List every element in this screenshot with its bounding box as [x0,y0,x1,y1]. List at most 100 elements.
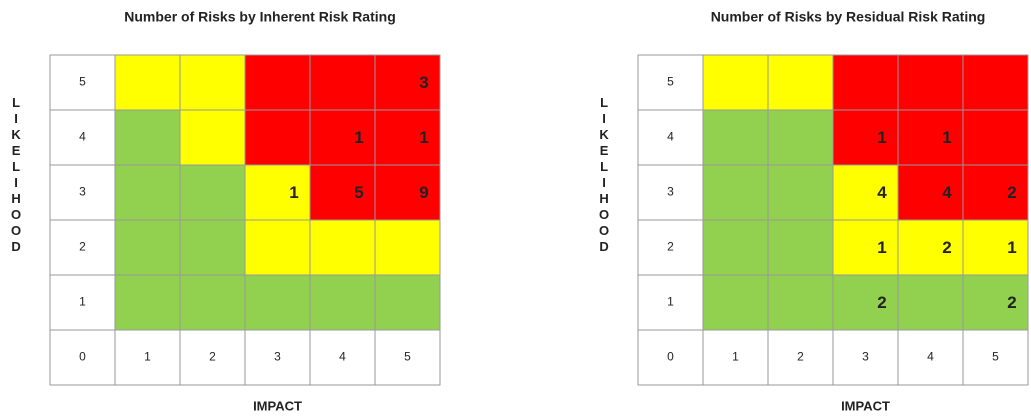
cell [767,109,834,166]
col-label-cell [114,329,181,386]
cell [374,219,441,276]
cell-value: 9 [419,183,428,202]
x-tick-label: 5 [992,350,999,364]
cell [832,54,899,111]
cell [832,164,899,221]
cell [179,54,246,111]
cell [832,219,899,276]
y-axis-label: LIKELIHOOD [9,95,24,255]
col-label-cell [767,329,834,386]
cell [374,109,441,166]
col-label-cell [309,329,376,386]
cell-value: 1 [877,238,886,257]
col-label-cell [702,329,769,386]
y-tick-label: 5 [667,75,674,89]
cell [962,274,1029,331]
x-tick-label: 3 [274,350,281,364]
cell-value: 4 [877,183,887,202]
cell-value: 4 [942,183,952,202]
cell [832,109,899,166]
cell [767,274,834,331]
x-axis-label: IMPACT [253,398,302,413]
cell [767,164,834,221]
row-label-cell [49,109,116,166]
row-label-cell [49,164,116,221]
cell [309,164,376,221]
cell [114,274,181,331]
x-tick-label: 4 [927,350,934,364]
cell [962,109,1029,166]
cell [702,54,769,111]
x-tick-label: 0 [79,350,86,364]
cell [309,274,376,331]
row-label-cell [637,54,704,111]
col-label-cell [244,329,311,386]
y-tick-label: 4 [79,130,86,144]
cell [309,109,376,166]
cell [374,274,441,331]
cell-value: 1 [877,128,886,147]
cell-value: 2 [942,238,951,257]
cell [114,219,181,276]
cell [897,54,964,111]
cell [179,109,246,166]
chart-title: Number of Risks by Inherent Risk Rating [124,9,396,25]
cell [832,274,899,331]
x-tick-label: 1 [144,350,151,364]
chart-title: Number of Risks by Residual Risk Rating [711,9,986,25]
y-tick-label: 2 [79,240,86,254]
cell [702,219,769,276]
cell [374,54,441,111]
y-tick-label: 3 [79,185,86,199]
col-label-cell [897,329,964,386]
row-label-cell [637,274,704,331]
cell [179,219,246,276]
y-tick-label: 1 [667,295,674,309]
cell [244,164,311,221]
row-label-cell [637,164,704,221]
cell [114,109,181,166]
cell [374,164,441,221]
y-tick-label: 2 [667,240,674,254]
cell [962,219,1029,276]
cell-value: 2 [1007,183,1016,202]
cell [962,164,1029,221]
x-tick-label: 5 [404,350,411,364]
cell [114,54,181,111]
cell [309,54,376,111]
cell-value: 1 [1007,238,1016,257]
x-axis-label: IMPACT [841,398,890,413]
x-tick-label: 3 [862,350,869,364]
x-tick-label: 2 [797,350,804,364]
cell [244,219,311,276]
cell [702,109,769,166]
cell-value: 2 [877,293,886,312]
y-tick-label: 5 [79,75,86,89]
cell [179,164,246,221]
cell [962,54,1029,111]
col-label-cell [179,329,246,386]
cell-value: 1 [419,128,428,147]
cell-value: 2 [1007,293,1016,312]
col-label-cell [637,329,704,386]
cell [897,164,964,221]
cell [114,164,181,221]
x-tick-label: 2 [209,350,216,364]
cell [897,109,964,166]
cell-value: 1 [354,128,363,147]
cell [767,219,834,276]
cell-value: 1 [289,183,298,202]
x-tick-label: 0 [667,350,674,364]
cell [897,274,964,331]
cell-value: 5 [354,183,363,202]
y-tick-label: 4 [667,130,674,144]
y-tick-label: 1 [79,295,86,309]
cell [244,54,311,111]
col-label-cell [49,329,116,386]
col-label-cell [962,329,1029,386]
cell [897,219,964,276]
y-axis-label: LIKELIHOOD [597,95,612,255]
cell-value: 1 [942,128,951,147]
cell [309,219,376,276]
